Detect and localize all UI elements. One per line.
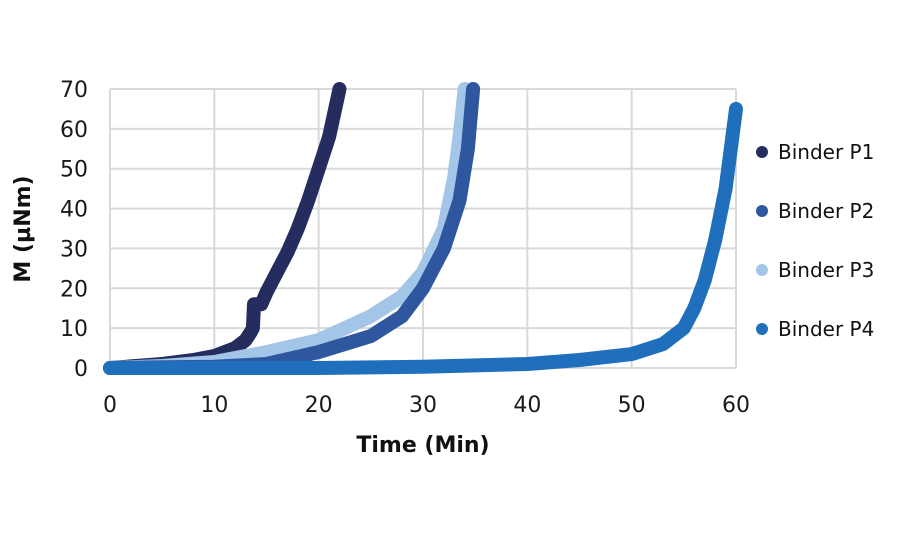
y-tick-label: 60 [60, 118, 88, 143]
series-lines [103, 82, 743, 375]
legend: Binder P1 Binder P2 Binder P3 Binder P4 [756, 140, 874, 341]
legend-label: Binder P1 [778, 140, 874, 164]
legend-label: Binder P4 [778, 317, 874, 341]
x-tick-label: 0 [103, 393, 117, 418]
grid [109, 88, 737, 369]
x-tick-label: 30 [409, 393, 437, 418]
legend-label: Binder P2 [778, 199, 874, 223]
x-tick-label: 10 [200, 393, 228, 418]
y-tick-label: 20 [60, 277, 88, 302]
x-axis-label: Time (Min) [356, 433, 489, 458]
legend-marker [756, 205, 768, 217]
x-tick-label: 20 [305, 393, 333, 418]
y-tick-label: 70 [60, 78, 88, 103]
series-line-binder-p1 [103, 82, 347, 375]
legend-marker [756, 323, 768, 335]
y-tick-label: 0 [74, 357, 88, 382]
series-line-binder-p4 [103, 101, 743, 375]
y-tick-label: 30 [60, 237, 88, 262]
y-tick-label: 40 [60, 198, 88, 223]
y-tick-label: 10 [60, 317, 88, 342]
tick-labels: 0 10 20 30 40 50 60 0 10 20 30 40 50 60 70 [60, 78, 750, 418]
legend-label: Binder P3 [778, 258, 874, 282]
legend-marker [756, 146, 768, 158]
x-tick-label: 50 [618, 393, 646, 418]
series-line-binder-p3 [103, 82, 472, 375]
x-tick-label: 40 [513, 393, 541, 418]
y-tick-label: 50 [60, 158, 88, 183]
legend-marker [756, 264, 768, 276]
y-axis-label: M (µNm) [11, 175, 36, 282]
x-tick-label: 60 [722, 393, 750, 418]
